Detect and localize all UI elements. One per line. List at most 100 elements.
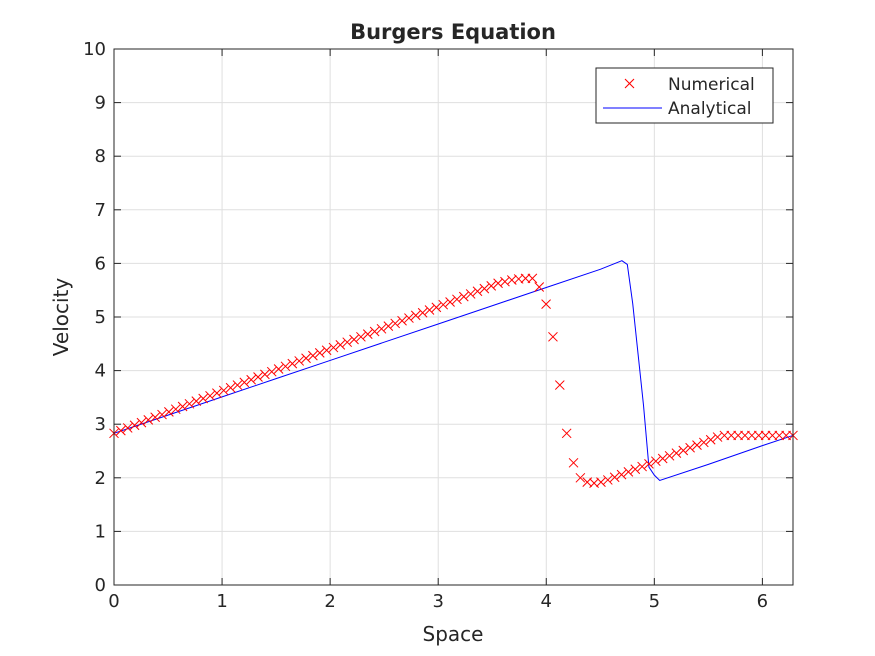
numerical-point: [170, 404, 181, 415]
numerical-point: [650, 456, 661, 467]
numerical-point: [630, 464, 641, 475]
numerical-point: [273, 364, 284, 374]
numerical-point: [554, 380, 565, 390]
numerical-point: [143, 415, 154, 425]
numerical-point: [417, 307, 428, 318]
numerical-point: [678, 445, 689, 456]
x-axis-label: Space: [423, 622, 484, 646]
numerical-point: [369, 326, 380, 337]
numerical-point: [445, 297, 455, 307]
numerical-point: [321, 345, 332, 356]
numerical-point: [685, 442, 695, 453]
numerical-point: [664, 450, 675, 461]
numerical-point: [774, 430, 785, 441]
numerical-point: [671, 448, 682, 458]
numerical-point: [157, 409, 167, 420]
x-tick-label: 0: [108, 591, 119, 612]
numerical-point: [266, 366, 277, 377]
numerical-point: [218, 385, 229, 396]
numerical-point: [205, 390, 215, 401]
x-tick-label: 4: [541, 591, 552, 612]
y-tick-label: 6: [95, 253, 106, 274]
numerical-point: [136, 417, 147, 428]
numerical-point: [260, 369, 270, 380]
y-tick-label: 10: [83, 39, 106, 60]
numerical-point: [294, 356, 305, 366]
numerical-point: [616, 469, 627, 480]
numerical-point: [342, 337, 353, 348]
numerical-point: [335, 340, 346, 350]
numerical-point: [534, 282, 545, 292]
numerical-point: [150, 412, 161, 423]
numerical-point: [314, 348, 325, 358]
numerical-point: [164, 407, 174, 417]
numerical-point: [541, 299, 551, 309]
numerical-point: [746, 430, 757, 441]
numerical-point: [397, 315, 407, 326]
numerical-point: [479, 283, 490, 294]
numerical-point: [239, 377, 250, 388]
y-tick-label: 5: [95, 307, 106, 328]
numerical-point: [383, 321, 394, 331]
x-tick-label: 5: [649, 591, 660, 612]
y-tick-label: 9: [95, 93, 106, 114]
numerical-point: [753, 430, 764, 441]
y-tick-label: 3: [95, 414, 106, 435]
y-tick-label: 4: [95, 361, 106, 382]
numerical-point: [458, 291, 469, 302]
numerical-point: [356, 331, 366, 342]
numerical-point: [184, 398, 195, 409]
numerical-point: [609, 472, 620, 483]
numerical-point: [705, 434, 716, 445]
y-tick-label: 8: [95, 146, 106, 167]
numerical-point: [362, 329, 373, 340]
numerical-point: [561, 428, 572, 439]
numerical-point: [698, 437, 709, 448]
numerical-point: [493, 278, 503, 289]
numerical-point: [129, 420, 140, 431]
numerical-point: [602, 475, 613, 485]
numerical-point: [232, 380, 243, 390]
y-tick-label: 7: [95, 200, 106, 221]
numerical-point: [308, 350, 318, 361]
numerical-point: [657, 453, 668, 464]
numerical-point: [390, 318, 401, 329]
numerical-point: [438, 299, 449, 310]
legend-analytical-label: Analytical: [668, 99, 751, 119]
numerical-point: [767, 430, 778, 441]
numerical-point: [568, 457, 579, 468]
legend-numerical-marker: [624, 78, 635, 89]
x-tick-label: 3: [432, 591, 443, 612]
numerical-point: [410, 310, 421, 321]
numerical-point: [733, 430, 743, 441]
numerical-point: [520, 273, 531, 284]
numerical-point: [122, 423, 133, 433]
numerical-point: [452, 294, 462, 305]
numerical-point: [740, 430, 750, 441]
numerical-point: [623, 467, 634, 477]
numerical-point: [404, 313, 414, 323]
legend-numerical-label: Numerical: [668, 75, 755, 95]
chart-title: Burgers Equation: [350, 20, 556, 44]
numerical-point: [349, 334, 359, 345]
numerical-point: [301, 353, 311, 364]
numerical-point: [472, 286, 483, 297]
numerical-point: [431, 302, 442, 313]
numerical-point: [376, 323, 387, 334]
numerical-point: [328, 342, 339, 353]
numerical-point: [500, 276, 510, 287]
numerical-point: [692, 440, 702, 450]
numerical-point: [781, 430, 791, 441]
legend-box: [595, 67, 774, 124]
numerical-point: [253, 372, 263, 382]
numerical-series: [109, 273, 798, 489]
analytical-line: [113, 260, 794, 482]
axis-ticks: 0 1 2 3 4 5 6 0 1 2 3 4 5 6 7 8 9 10: [83, 39, 793, 612]
numerical-point: [287, 358, 298, 369]
x-tick-label: 6: [757, 591, 768, 612]
numerical-point: [644, 459, 654, 469]
numerical-point: [596, 477, 606, 487]
numerical-point: [225, 382, 236, 393]
numerical-point: [575, 472, 586, 483]
